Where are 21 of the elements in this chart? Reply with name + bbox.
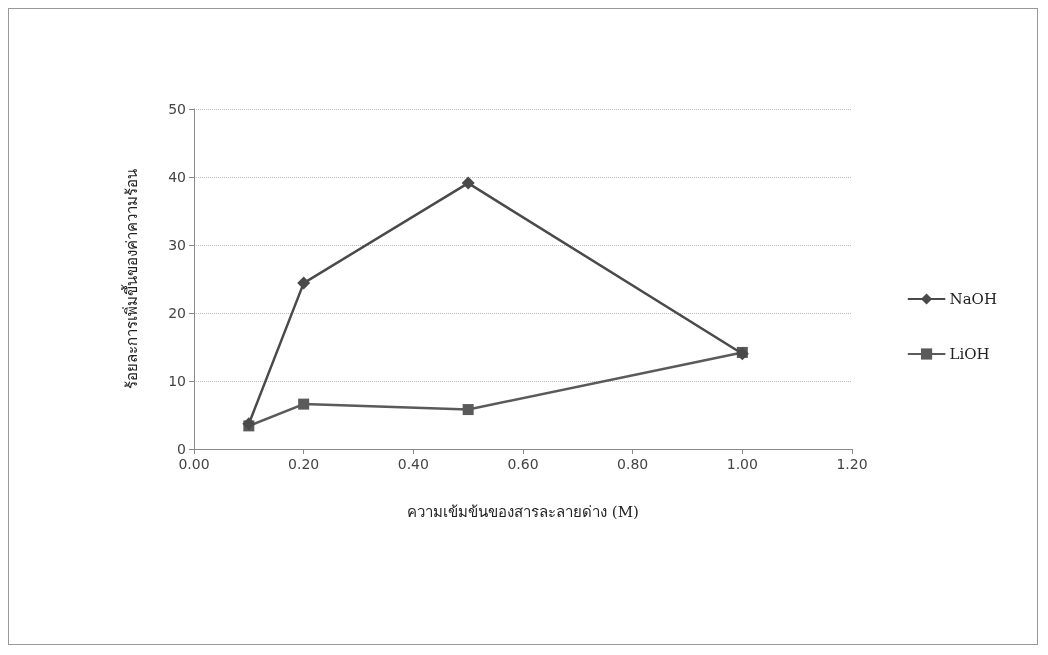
point (461, 176, 475, 190)
x-tick-label: 0.60 (507, 456, 539, 472)
legend-label: NaOH (949, 290, 998, 308)
x-tick-label: 1.20 (836, 456, 868, 472)
y-tick-label: 50 (168, 101, 186, 117)
x-tick-label: 1.00 (726, 456, 758, 472)
y-tick-label: 20 (168, 305, 186, 321)
point (298, 398, 310, 410)
x-tick-label: 0.00 (178, 456, 210, 472)
point (297, 276, 311, 290)
y-axis-title: ร้อยละการเพิ่มขึ้นของค่าความร้อน (120, 169, 141, 389)
x-axis-title: ความเข้มข้นของสารละลายด่าง (M) (407, 502, 639, 521)
y-tick-label: 30 (168, 237, 186, 253)
legend-label: LiOH (949, 345, 990, 363)
y-tick-label: 10 (168, 373, 186, 389)
y-tick-label: 40 (168, 169, 186, 185)
point (462, 404, 474, 416)
x-tick-label: 0.40 (397, 456, 429, 472)
x-tick-label: 0.20 (288, 456, 320, 472)
x-tick-label: 0.80 (617, 456, 649, 472)
y-tick-label: 0 (177, 441, 186, 457)
